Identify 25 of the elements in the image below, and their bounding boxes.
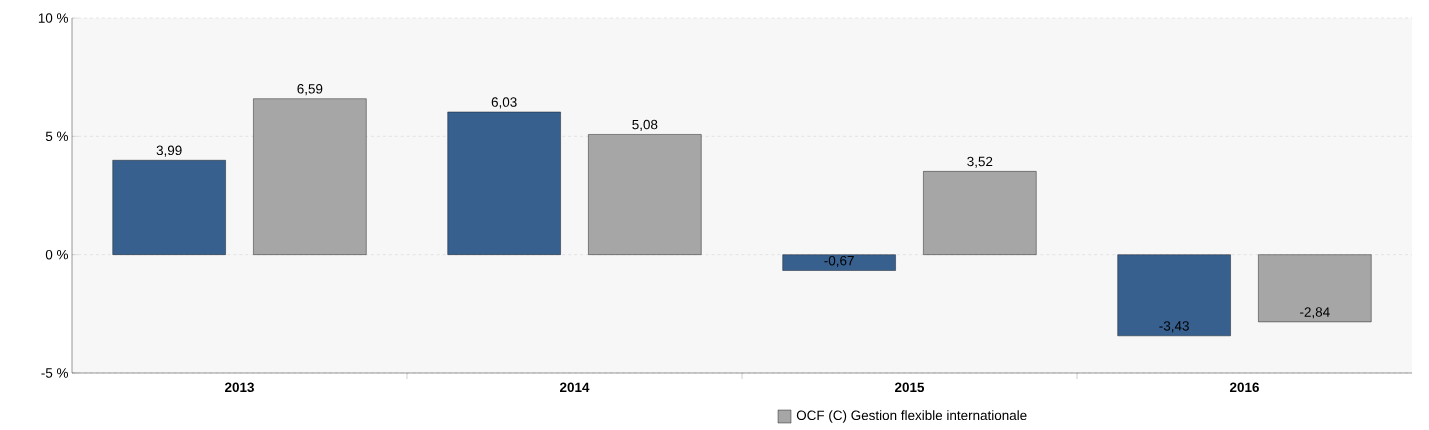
data-label: 5,08 — [632, 119, 658, 131]
data-label: 6,03 — [491, 97, 517, 109]
y-tick-label: 5 % — [45, 131, 68, 142]
bar — [447, 111, 561, 255]
x-tick-label: 2016 — [1229, 382, 1259, 393]
bar — [923, 171, 1037, 255]
bar — [1258, 254, 1372, 323]
legend-label: OCF (C) Gestion flexible internationale — [796, 410, 1027, 423]
bar — [588, 134, 702, 255]
data-label: -3,43 — [1159, 321, 1189, 333]
x-tick-label: 2014 — [560, 382, 590, 393]
bar — [1117, 254, 1231, 337]
x-tick-label: 2015 — [894, 382, 925, 393]
bar — [782, 254, 896, 271]
x-tick-label: 2013 — [225, 382, 254, 393]
y-tick-label: 10 % — [38, 13, 68, 23]
y-tick-label: 0 % — [45, 249, 68, 260]
y-tick-label: -5 % — [41, 368, 68, 378]
data-label: 3,99 — [156, 145, 182, 157]
bar — [112, 160, 226, 255]
bar — [253, 98, 367, 255]
data-label: 6,59 — [297, 84, 323, 96]
data-label: -2,84 — [1300, 307, 1330, 319]
data-label: -0,67 — [824, 255, 854, 267]
data-label: 3,52 — [967, 156, 993, 168]
